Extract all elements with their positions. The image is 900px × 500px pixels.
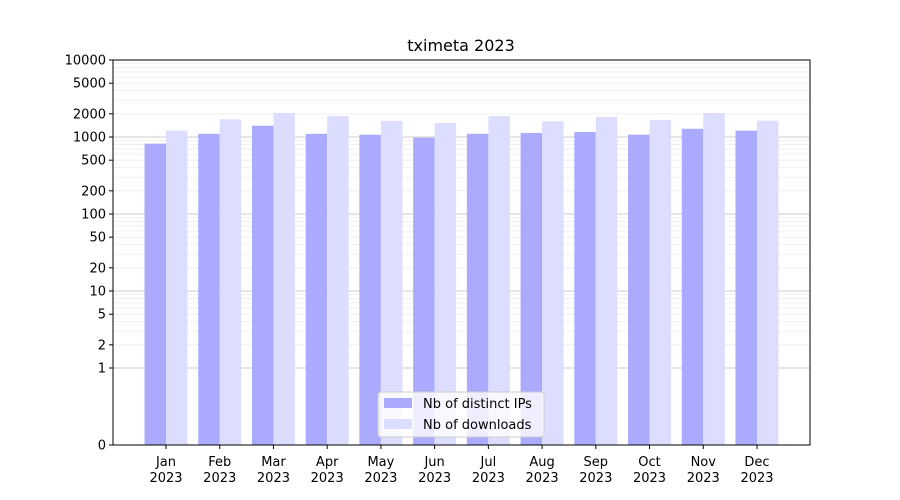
bars-layer <box>144 112 779 446</box>
y-tick-label: 100 <box>81 208 106 223</box>
legend: Nb of distinct IPs Nb of downloads <box>377 391 545 438</box>
bar-distinct-ips <box>144 143 166 445</box>
bar-distinct-ips <box>681 128 704 446</box>
x-tick-label-year: 2023 <box>418 471 451 486</box>
x-tick-label-month: Dec <box>744 455 769 470</box>
bar-distinct-ips <box>413 137 435 445</box>
bar-downloads <box>166 130 188 445</box>
chart-title: tximeta 2023 <box>407 36 515 55</box>
bar-downloads <box>542 121 564 445</box>
legend-swatch <box>384 398 412 408</box>
bar-downloads <box>380 120 403 445</box>
y-tick-label: 50 <box>89 231 106 246</box>
x-tick-label-month: Mar <box>261 455 286 470</box>
x-tick-label-year: 2023 <box>526 471 559 486</box>
x-tick-label-year: 2023 <box>687 471 720 486</box>
y-tick-label: 10000 <box>65 54 106 69</box>
bar-distinct-ips <box>735 130 757 445</box>
x-tick-label-month: Jan <box>155 455 176 470</box>
y-tick-label: 20 <box>89 261 106 276</box>
legend-label: Nb of downloads <box>423 418 532 433</box>
x-tick-label-year: 2023 <box>257 471 290 486</box>
bar-distinct-ips <box>520 132 543 445</box>
x-tick-label-month: Jun <box>423 455 444 470</box>
bar-downloads <box>757 120 779 445</box>
bar-downloads <box>649 119 672 445</box>
bar-downloads <box>488 116 510 445</box>
x-tick-label-month: Feb <box>208 455 231 470</box>
x-tick-label-month: Nov <box>691 455 717 470</box>
bar-distinct-ips <box>574 132 596 445</box>
y-tick-label: 0 <box>98 439 106 454</box>
y-tick-label: 10 <box>89 285 106 300</box>
y-tick-label: 2 <box>98 338 106 353</box>
x-tick-label-year: 2023 <box>364 471 397 486</box>
legend-swatch <box>384 419 412 429</box>
x-tick-label-month: Aug <box>529 455 554 470</box>
bar-downloads <box>273 112 295 446</box>
bar-distinct-ips <box>466 133 489 446</box>
x-tick-label-year: 2023 <box>579 471 612 486</box>
x-tick-label-year: 2023 <box>311 471 344 486</box>
bar-distinct-ips <box>628 134 650 446</box>
y-axis: 0 1 2 5 10 20 50 100 200 500 1000 2000 5000 10000 <box>65 54 113 454</box>
bar-distinct-ips <box>305 133 328 446</box>
y-tick-label: 1000 <box>73 131 106 146</box>
plot-frame <box>112 59 811 446</box>
bar-distinct-ips <box>359 134 381 446</box>
legend-label: Nb of distinct IPs <box>423 397 532 412</box>
y-tick-label: 2000 <box>73 107 106 122</box>
bar-downloads <box>327 116 349 445</box>
bar-downloads <box>595 116 618 446</box>
bar-downloads <box>703 112 725 446</box>
x-tick-label-month: May <box>367 455 394 470</box>
x-axis: Jan2023Feb2023Mar2023Apr2023May2023Jun20… <box>149 445 774 486</box>
y-tick-label: 5 <box>98 308 106 323</box>
legend-box <box>377 391 545 438</box>
bar-downloads <box>219 119 242 445</box>
y-tick-label: 500 <box>81 154 106 169</box>
x-tick-label-year: 2023 <box>740 471 773 486</box>
bar-distinct-ips <box>198 133 220 446</box>
x-tick-label-month: Apr <box>316 455 339 470</box>
x-tick-label-year: 2023 <box>203 471 236 486</box>
x-tick-label-year: 2023 <box>149 471 182 486</box>
y-tick-label: 200 <box>81 184 106 199</box>
x-tick-label-month: Oct <box>638 455 660 470</box>
bar-distinct-ips <box>251 125 274 445</box>
x-tick-label-year: 2023 <box>472 471 505 486</box>
y-tick-label: 5000 <box>73 77 106 92</box>
y-tick-label: 1 <box>98 362 106 377</box>
x-tick-label-month: Sep <box>584 455 609 470</box>
x-tick-label-month: Jul <box>480 455 497 470</box>
bar-downloads <box>434 122 457 445</box>
x-tick-label-year: 2023 <box>633 471 666 486</box>
